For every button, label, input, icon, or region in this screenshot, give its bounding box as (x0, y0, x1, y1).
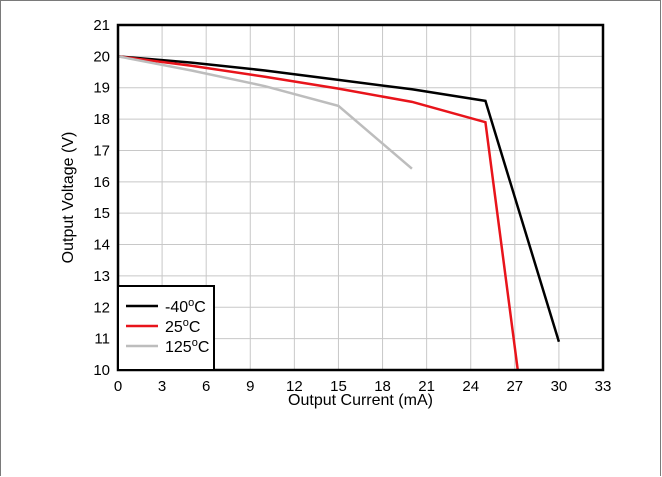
legend-box (117, 285, 215, 371)
plot-area-border (116, 23, 605, 372)
y-tick-label: 21 (93, 17, 110, 34)
x-tick-label: 15 (330, 378, 347, 395)
y-tick-label: 12 (93, 299, 110, 316)
x-tick-label: 30 (551, 378, 568, 395)
legend-label: 25oC (165, 317, 200, 336)
x-tick-label: 0 (114, 378, 122, 395)
x-tick-labels: 0 3 6 9 12 15 18 21 24 27 30 33 (114, 378, 612, 395)
series-line-1 (118, 55, 519, 370)
y-tick-label: 11 (94, 331, 110, 348)
series-lines (118, 55, 561, 370)
x-tick-label: 33 (595, 378, 612, 395)
y-tick-label: 16 (93, 174, 110, 191)
y-tick-label: 14 (93, 237, 110, 254)
y-tick-label: 19 (93, 80, 110, 97)
x-tick-label: 9 (246, 378, 254, 395)
y-axis-title: Output Voltage (V) (60, 132, 77, 264)
y-tick-label: 18 (93, 111, 110, 128)
y-tick-label: 20 (93, 48, 110, 65)
legend-label: 125oC (165, 337, 209, 356)
x-tick-label: 3 (158, 378, 166, 395)
x-tick-label: 12 (286, 378, 303, 395)
y-tick-label: 15 (93, 205, 110, 222)
y-tick-label: 13 (93, 268, 110, 285)
x-tick-label: 24 (462, 378, 479, 395)
series-line-2 (118, 55, 413, 170)
x-tick-label: 27 (506, 378, 523, 395)
y-tick-label: 17 (93, 142, 110, 159)
series-line-0 (118, 55, 561, 343)
x-tick-label: 21 (418, 378, 435, 395)
x-tick-label: 6 (202, 378, 210, 395)
x-axis-title: Output Current (mA) (288, 392, 433, 409)
legend-label: -40oC (165, 297, 206, 316)
x-tick-label: 18 (374, 378, 391, 395)
y-tick-labels: 10 11 12 13 14 15 16 17 18 19 20 21 (93, 17, 110, 379)
y-tick-label: 10 (93, 362, 110, 379)
